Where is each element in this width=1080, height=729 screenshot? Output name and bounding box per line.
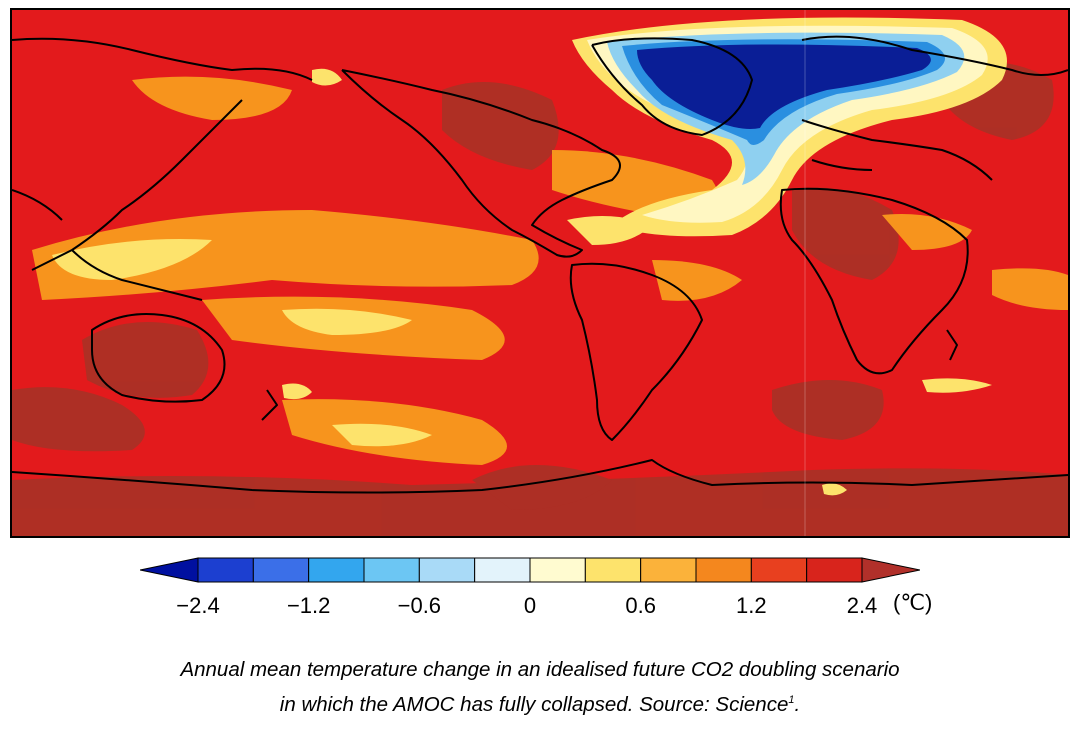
colorbar-tick-label: 1.2 [736,593,767,618]
caption-line-2: in which the AMOC has fully collapsed. S… [0,685,1080,720]
caption-line-1: Annual mean temperature change in an ide… [180,658,900,681]
colorbar-tick-label: −2.4 [176,593,220,618]
colorbar-bin [640,557,697,583]
coast-madagascar [946,329,958,361]
colorbar-unit: (℃) [893,590,933,615]
colorbar-bin [418,557,476,583]
coast-europe [801,35,1068,181]
colorbar-bin [197,557,254,583]
warming-weak-bands [52,68,992,496]
colorbar-bin [474,557,531,583]
colorbar-bin [529,557,586,583]
colorbar-bin [363,557,420,583]
colorbar-tick-label: 2.4 [846,593,878,618]
color-legend [139,556,921,626]
coast-south-america [569,262,703,441]
colorbar-tick-label: 0.6 [625,593,656,618]
colorbar-bin [695,557,752,583]
colorbar-bin [308,557,365,583]
coast-greenland [591,37,753,136]
colorbar-bin [806,557,863,583]
colorbar-arrow-high [861,557,921,583]
colorbar-bin [584,557,642,583]
coast-australia [91,313,226,403]
temperature-change-map [10,8,1070,538]
coast-north-america [341,69,621,258]
coastlines [12,35,1068,494]
caption-footnote: 1 [788,694,795,706]
coast-asia-east [12,37,313,301]
caption-line-2-text: in which the AMOC has fully collapsed. S… [279,692,789,716]
colorbar-arrow-low [139,557,199,583]
colorbar-bin [750,557,808,583]
cooling-north-atlantic [572,17,1007,237]
colorbar-bin [252,557,310,583]
coast-africa [779,187,969,375]
colorbar-tick-label: −1.2 [286,593,331,618]
colorbar-tick-label: −0.6 [397,593,442,618]
caption-end: . [794,692,801,716]
coast-nz [261,389,278,421]
colorbar-tick-label: 0 [523,593,537,618]
colorbar-svg [139,557,921,583]
figure-caption: Annual mean temperature change in an ide… [0,655,1080,720]
coast-antarctica [12,459,1068,494]
map-canvas [12,10,1068,536]
